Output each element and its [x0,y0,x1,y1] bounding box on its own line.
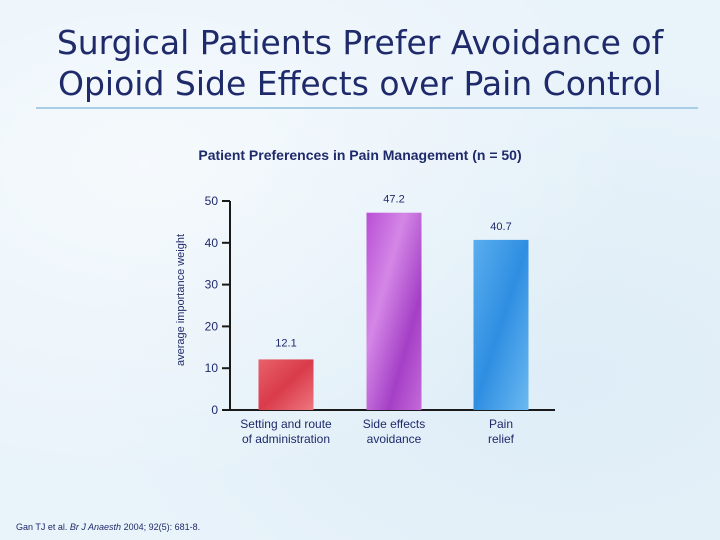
slide-title: Surgical Patients Prefer Avoidance of Op… [40,22,680,104]
slide-title-line-2: Opioid Side Effects over Pain Control [58,64,662,103]
y-tick-label: 20 [205,319,219,333]
x-tick-label-line: avoidance [366,432,422,446]
y-tick-label: 40 [205,236,219,250]
citation-details: 2004; 92(5): 681-8. [123,522,201,532]
bar [258,359,314,410]
x-tick-label: Pain relief [441,417,561,447]
y-tick-label: 0 [211,403,218,417]
x-tick-label-line: Setting and route [240,417,332,431]
x-tick-label-line: Pain [488,417,514,431]
y-tick-label: 10 [205,361,219,375]
x-tick-label: Setting and route of administration [226,417,346,447]
bar [473,239,529,410]
x-tick-label-line: Side effects [362,417,426,431]
x-tick-label: Side effects avoidance [334,417,454,447]
chart-title: Patient Preferences in Pain Management (… [198,147,522,163]
x-tick-label-line: of administration [241,432,331,446]
data-label: 47.2 [383,194,404,206]
data-label: 12.1 [275,337,296,349]
citation-journal: Br J Anaesth [69,522,122,532]
citation: Gan TJ et al. Br J Anaesth 2004; 92(5): … [16,522,200,532]
y-tick-label: 50 [205,194,219,208]
slide-title-line-1: Surgical Patients Prefer Avoidance of [56,23,664,62]
y-tick-label: 30 [205,278,219,292]
data-label: 40.7 [490,221,511,233]
citation-authors: Gan TJ et al. [16,522,68,532]
x-tick-label-line: relief [487,432,514,446]
bar [366,212,422,410]
title-divider [36,107,698,109]
